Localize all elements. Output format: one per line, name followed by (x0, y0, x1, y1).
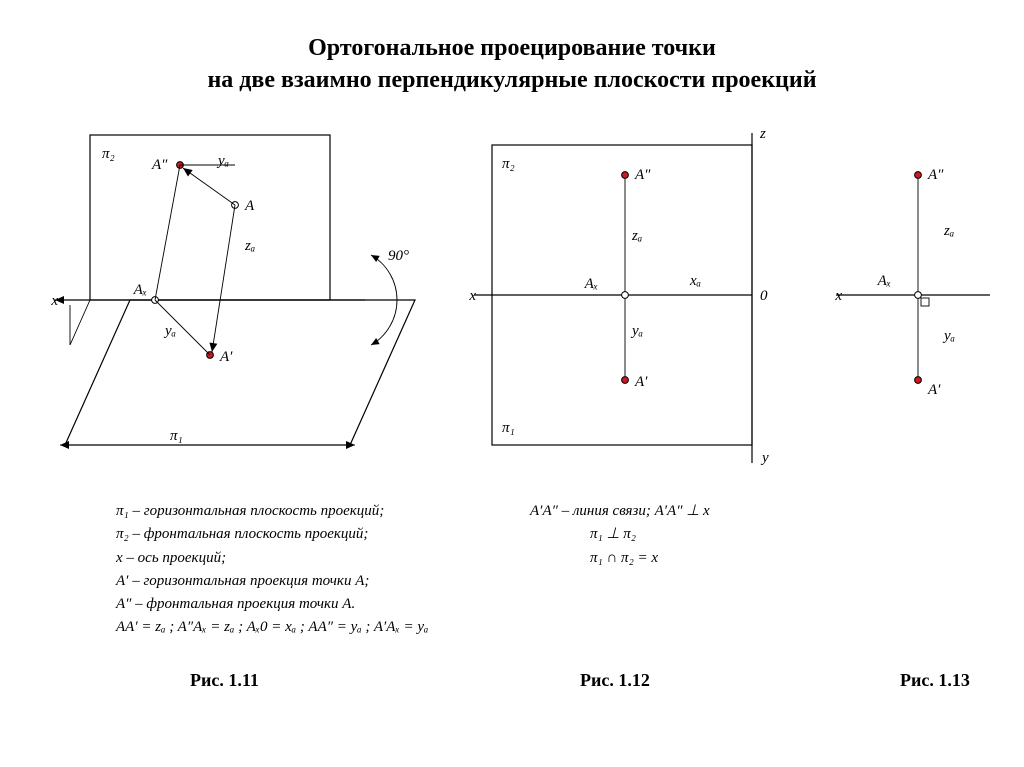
svg-text:π₁: π₁ (502, 420, 515, 436)
svg-text:π₁: π₁ (170, 428, 183, 444)
legend-left: π₁ – горизонтальная плоскость проекций; … (116, 500, 536, 640)
svg-text:A″: A″ (634, 167, 651, 183)
legend-left-3: A′ – горизонтальная проекция точки A; (116, 570, 536, 593)
svg-text:90°: 90° (388, 248, 409, 264)
caption-12: Рис. 1.12 (580, 670, 650, 691)
svg-text:Aₓ: Aₓ (133, 282, 147, 298)
legend-right-2: π₁ ⊥ π₂ (530, 523, 890, 546)
svg-text:y: y (760, 450, 769, 466)
svg-text:zₐ: zₐ (631, 228, 642, 244)
svg-text:z: z (759, 126, 766, 142)
svg-text:0: 0 (760, 288, 768, 304)
svg-text:x: x (50, 293, 58, 309)
diagrams: π₂ x π₁ 90° A A″ Aₓ A′ yₐ zₐ yₐ z y x 0 π₂ π₁ A″ A′ Aₓ zₐ xₐ y… (0, 120, 1024, 520)
svg-text:π₂: π₂ (502, 156, 515, 172)
svg-text:Aₓ: Aₓ (584, 276, 598, 292)
legend-right: A′A″ – линия связи; A′A″ ⊥ x π₁ ⊥ π₂ π₁ … (530, 500, 890, 570)
svg-text:yₐ: yₐ (942, 328, 955, 344)
legend-right-3: π₁ ∩ π₂ = x (530, 547, 890, 570)
svg-text:A″: A″ (151, 157, 168, 173)
svg-text:zₐ: zₐ (943, 223, 954, 239)
legend-left-0: π₁ – горизонтальная плоскость проекций; (116, 500, 536, 523)
svg-text:A″: A″ (927, 167, 944, 183)
svg-text:x: x (834, 288, 842, 304)
svg-text:π₂: π₂ (102, 146, 115, 162)
svg-text:zₐ: zₐ (244, 238, 255, 254)
svg-text:yₐ: yₐ (630, 323, 643, 339)
legend-left-5: AA′ = zₐ ; A″Aₓ = zₐ ; Aₓ0 = xₐ ; AA″ = … (116, 616, 536, 639)
legend-left-2: x – ось проекций; (116, 547, 536, 570)
caption-11: Рис. 1.11 (190, 670, 259, 691)
svg-text:A′: A′ (219, 349, 233, 365)
svg-text:x: x (468, 288, 476, 304)
caption-13: Рис. 1.13 (900, 670, 970, 691)
svg-text:Aₓ: Aₓ (877, 273, 891, 289)
svg-text:xₐ: xₐ (689, 273, 701, 289)
legend-right-0: A′A″ – линия связи; A′A″ ⊥ x (530, 500, 890, 523)
title-line1: Ортогональное проецирование точки (308, 35, 716, 61)
title-line2: на две взаимно перпендикулярные плоскост… (207, 67, 816, 93)
legend-left-4: A″ – фронтальная проекция точки A. (116, 593, 536, 616)
page-title: Ортогональное проецирование точки на две… (0, 32, 1024, 97)
svg-text:A: A (244, 198, 255, 214)
svg-text:yₐ: yₐ (216, 153, 229, 169)
svg-text:yₐ: yₐ (163, 323, 176, 339)
svg-text:A′: A′ (927, 382, 941, 398)
svg-text:A′: A′ (634, 374, 648, 390)
legend-left-1: π₂ – фронтальная плоскость проекций; (116, 523, 536, 546)
